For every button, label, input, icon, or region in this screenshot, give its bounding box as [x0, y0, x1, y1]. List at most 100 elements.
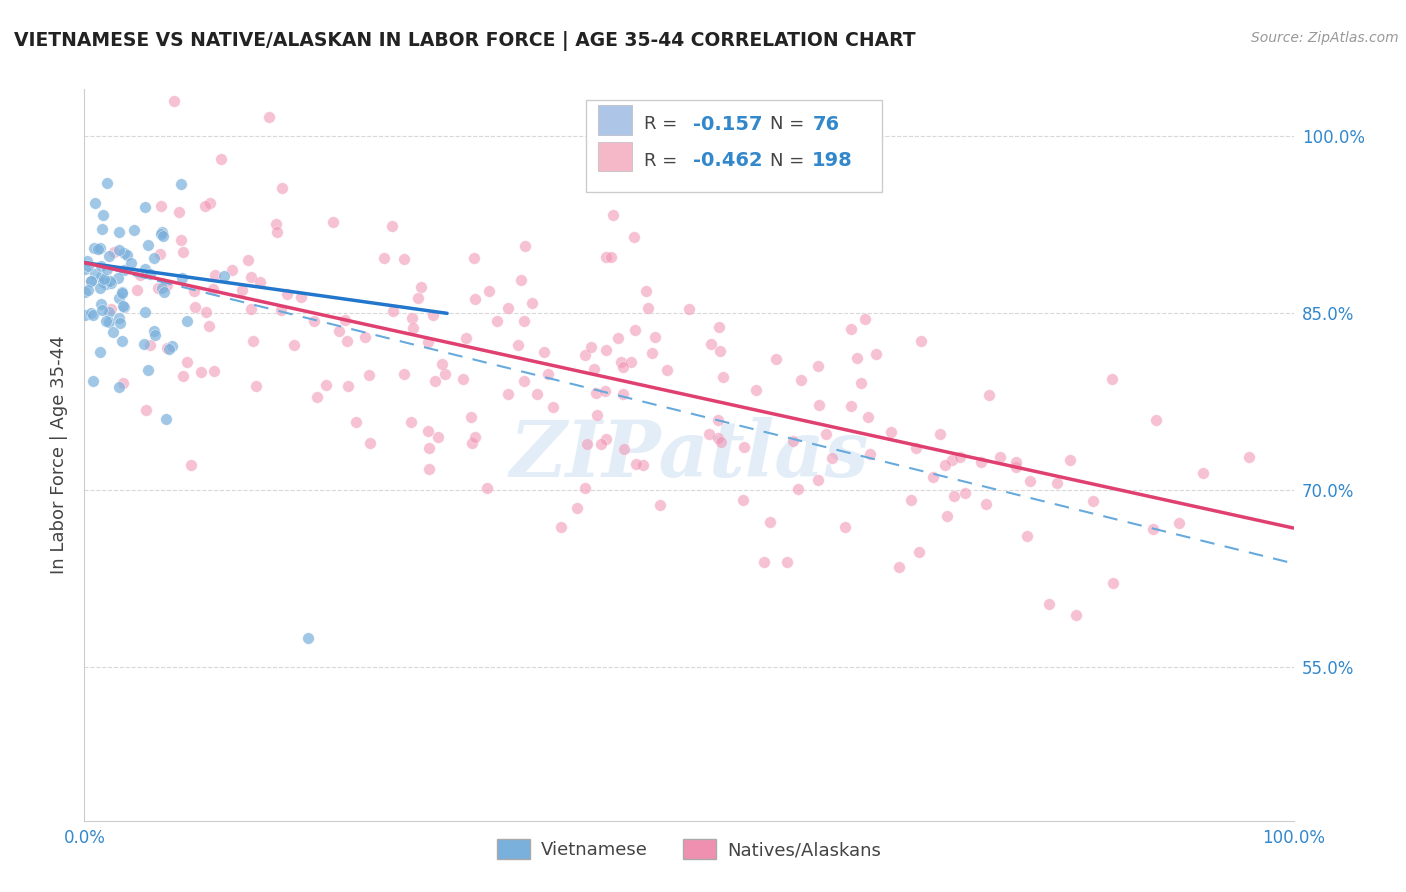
- Point: [96, 176, 118, 190]
- Point: [93, 208, 115, 222]
- Point: [135, 403, 157, 417]
- Point: [266, 225, 288, 239]
- Point: [136, 362, 159, 376]
- Text: N =: N =: [770, 152, 810, 169]
- Point: [849, 376, 872, 390]
- Point: [859, 447, 882, 461]
- Point: [90, 270, 112, 285]
- Point: [163, 94, 186, 108]
- Point: [184, 300, 207, 314]
- Text: -0.462: -0.462: [693, 152, 762, 170]
- Point: [111, 285, 134, 299]
- Point: [759, 516, 782, 530]
- Point: [335, 313, 357, 327]
- Point: [461, 435, 484, 450]
- Point: [302, 314, 325, 328]
- Point: [83, 241, 105, 255]
- Point: [111, 299, 134, 313]
- Point: [75, 262, 97, 277]
- Point: [620, 354, 643, 368]
- Point: [257, 110, 280, 124]
- Point: [344, 416, 367, 430]
- Point: [970, 455, 993, 469]
- Point: [392, 367, 415, 381]
- Point: [122, 222, 145, 236]
- Point: [172, 244, 194, 259]
- Text: VIETNAMESE VS NATIVE/ALASKAN IN LABOR FORCE | AGE 35-44 CORRELATION CHART: VIETNAMESE VS NATIVE/ALASKAN IN LABOR FO…: [14, 31, 915, 51]
- Point: [585, 409, 607, 423]
- Point: [221, 263, 243, 277]
- Point: [418, 334, 440, 349]
- Point: [155, 411, 177, 425]
- Point: [129, 268, 152, 282]
- Point: [574, 481, 596, 495]
- Point: [418, 462, 440, 476]
- Point: [422, 308, 444, 322]
- Point: [865, 347, 887, 361]
- Point: [107, 271, 129, 285]
- Point: [496, 301, 519, 315]
- Point: [782, 434, 804, 448]
- Point: [84, 267, 107, 281]
- Text: -0.157: -0.157: [693, 115, 762, 134]
- Point: [93, 271, 115, 285]
- Point: [921, 469, 943, 483]
- Point: [336, 334, 359, 349]
- Text: N =: N =: [770, 115, 810, 133]
- Point: [464, 292, 486, 306]
- Legend: Vietnamese, Natives/Alaskans: Vietnamese, Natives/Alaskans: [489, 832, 889, 866]
- Point: [76, 254, 98, 268]
- Point: [202, 282, 225, 296]
- Point: [134, 200, 156, 214]
- Point: [900, 493, 922, 508]
- Point: [610, 355, 633, 369]
- Point: [478, 285, 501, 299]
- Point: [73, 285, 96, 299]
- Point: [117, 248, 139, 262]
- Point: [522, 296, 544, 310]
- Point: [430, 357, 453, 371]
- Point: [648, 498, 671, 512]
- Point: [418, 441, 440, 455]
- Point: [84, 196, 107, 211]
- Point: [108, 316, 131, 330]
- Point: [464, 430, 486, 444]
- Point: [202, 364, 225, 378]
- Point: [624, 458, 647, 472]
- Point: [821, 450, 844, 465]
- Point: [110, 285, 132, 300]
- Point: [1142, 522, 1164, 536]
- Point: [745, 383, 768, 397]
- Point: [100, 277, 122, 291]
- Point: [612, 360, 634, 375]
- Point: [107, 226, 129, 240]
- Point: [172, 368, 194, 383]
- Point: [138, 338, 160, 352]
- Point: [153, 285, 176, 299]
- Point: [510, 273, 533, 287]
- Point: [127, 284, 149, 298]
- Point: [589, 437, 612, 451]
- Point: [200, 195, 222, 210]
- Point: [183, 284, 205, 298]
- Point: [160, 338, 183, 352]
- Point: [934, 458, 956, 472]
- Point: [108, 380, 131, 394]
- Point: [565, 500, 588, 515]
- Point: [167, 204, 190, 219]
- Point: [423, 374, 446, 388]
- Point: [426, 430, 449, 444]
- Point: [98, 305, 121, 319]
- Point: [100, 302, 122, 317]
- Point: [953, 486, 976, 500]
- Point: [354, 330, 377, 344]
- Point: [655, 362, 678, 376]
- Point: [359, 368, 381, 382]
- Point: [496, 387, 519, 401]
- Point: [239, 269, 262, 284]
- Point: [463, 252, 485, 266]
- Point: [112, 263, 135, 277]
- Point: [733, 440, 755, 454]
- Point: [305, 390, 328, 404]
- Point: [176, 355, 198, 369]
